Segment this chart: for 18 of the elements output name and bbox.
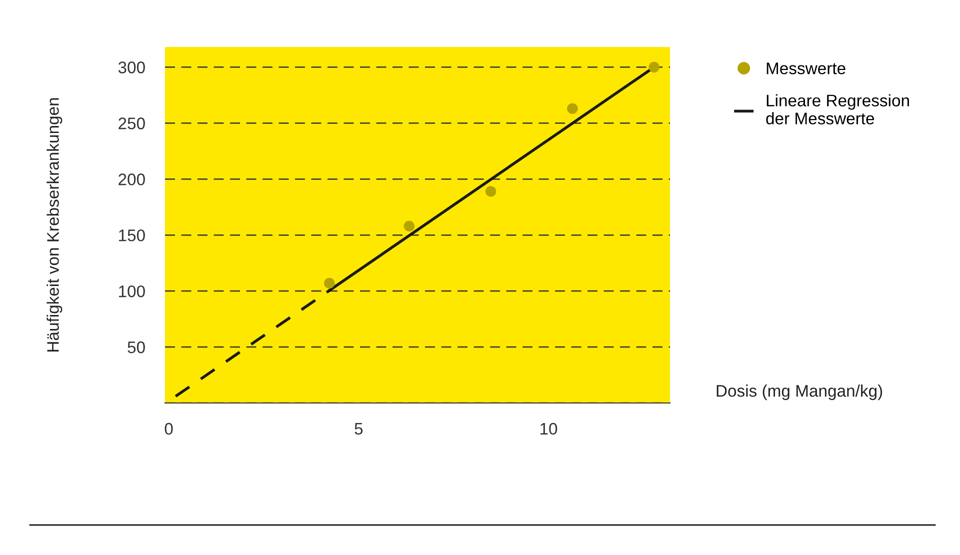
point bbox=[324, 278, 335, 289]
legend-label: Lineare Regression der Messwerte bbox=[766, 94, 909, 124]
point bbox=[404, 220, 415, 232]
x-tick-label: 5 bbox=[354, 423, 363, 435]
y-axis-title: Häufigkeit von Krebserkrankungen bbox=[46, 98, 62, 352]
x-axis-title: Dosis (mg Mangan/kg) bbox=[716, 384, 882, 400]
y-tick-label: 150 bbox=[119, 229, 145, 242]
y-tick-label: 100 bbox=[119, 285, 145, 298]
x-tick-label: 0 bbox=[164, 422, 173, 435]
point bbox=[485, 186, 496, 197]
x-tick-label: 10 bbox=[540, 422, 558, 435]
y-tick-label: 50 bbox=[128, 341, 145, 354]
y-tick-label: 300 bbox=[118, 62, 145, 74]
y-tick-label: 200 bbox=[118, 174, 145, 186]
point bbox=[648, 62, 660, 73]
point bbox=[567, 103, 578, 114]
y-tick-label: 250 bbox=[118, 118, 145, 130]
legend-label: Messwerte bbox=[766, 62, 846, 74]
